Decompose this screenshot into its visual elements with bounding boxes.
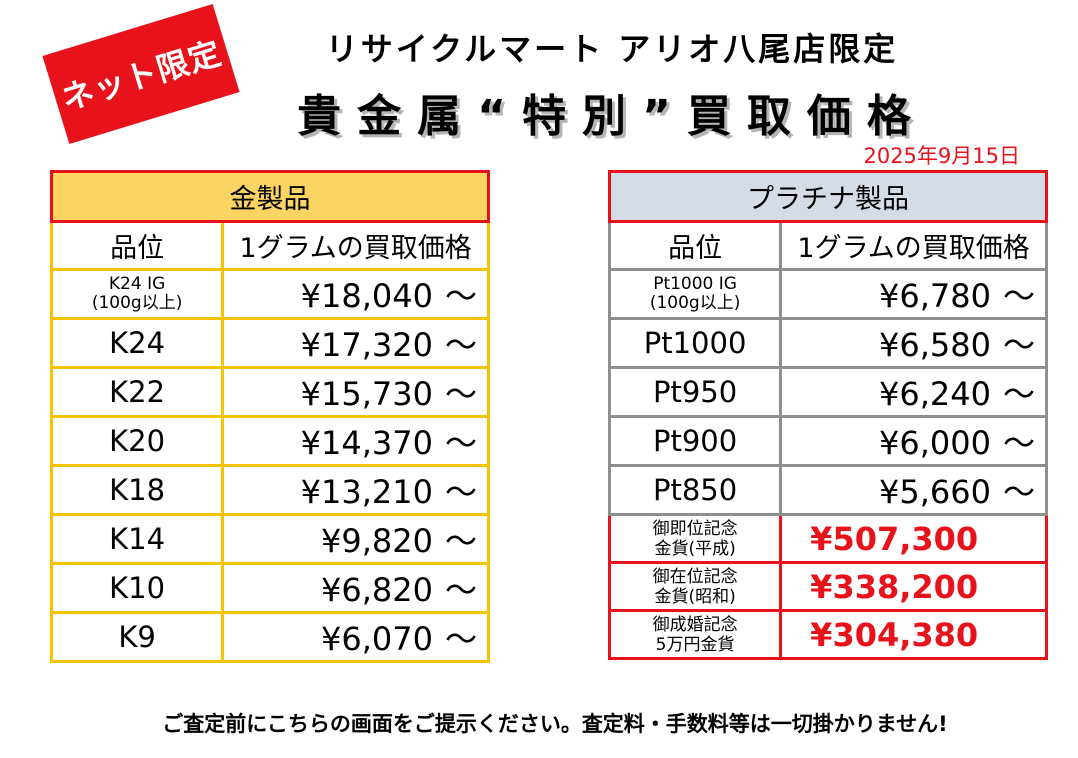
gold-price: ¥9,820 ～	[221, 513, 490, 565]
platinum-grade: Pt950	[607, 366, 783, 418]
gold-grade: K22	[49, 366, 225, 418]
gold-grade: K20	[49, 415, 225, 467]
tilde: ～	[444, 424, 477, 462]
price-date: 2025年9月15日	[863, 144, 1020, 168]
table-row: K22 ¥15,730 ～	[49, 366, 490, 418]
table-row: Pt950 ¥6,240 ～	[607, 366, 1048, 418]
tilde: ～	[1002, 424, 1035, 462]
tilde: ～	[1002, 277, 1035, 315]
table-row: K14 ¥9,820 ～	[49, 513, 490, 565]
grade-label: K24 IG	[108, 274, 166, 294]
tilde: ～	[1002, 375, 1035, 413]
table-row: Pt1000 ¥6,580 ～	[607, 317, 1048, 369]
table-row: K24 IG (100g以上) ¥18,040 ～	[49, 268, 490, 320]
platinum-col-grade: 品位	[607, 220, 783, 271]
grade-note: (100g以上)	[649, 293, 741, 313]
badge-text: ネット限定	[57, 33, 227, 119]
tilde: ～	[444, 473, 477, 511]
gold-price: ¥15,730 ～	[221, 366, 490, 418]
table-row: Pt900 ¥6,000 ～	[607, 415, 1048, 467]
table-row: Pt1000 IG (100g以上) ¥6,780 ～	[607, 268, 1048, 320]
tilde: ～	[444, 571, 477, 609]
gold-price: ¥6,820 ～	[221, 562, 490, 614]
gold-grade: K18	[49, 464, 225, 516]
table-row: 御即位記念 金貨(平成) ¥507,300	[607, 513, 1048, 564]
tilde: ～	[444, 326, 477, 364]
gold-grade: K24	[49, 317, 225, 369]
gold-price: ¥14,370 ～	[221, 415, 490, 467]
tilde: ～	[444, 277, 477, 315]
platinum-price: ¥6,000 ～	[779, 415, 1048, 467]
gold-price: ¥17,320 ～	[221, 317, 490, 369]
gold-price: ¥13,210 ～	[221, 464, 490, 516]
gold-price-table: 金製品 品位 1グラムの買取価格 K24 IG (100g以上) ¥18,040…	[49, 170, 490, 663]
table-row: K10 ¥6,820 ～	[49, 562, 490, 614]
gold-price: ¥6,070 ～	[221, 611, 490, 663]
grade-label: Pt1000 IG	[653, 274, 737, 294]
store-name: リサイクルマート アリオ八尾店限定	[325, 30, 899, 68]
gold-price: ¥18,040 ～	[221, 268, 490, 320]
platinum-price-table: プラチナ製品 品位 1グラムの買取価格 Pt1000 IG (100g以上) ¥…	[607, 170, 1048, 660]
tilde: ～	[444, 522, 477, 560]
grade-note: (100g以上)	[91, 293, 183, 313]
platinum-grade: Pt1000 IG (100g以上)	[607, 268, 783, 320]
table-row: K24 ¥17,320 ～	[49, 317, 490, 369]
coin-name: 御即位記念 金貨(平成)	[607, 513, 783, 564]
platinum-grade: Pt900	[607, 415, 783, 467]
net-limited-badge: ネット限定	[42, 3, 240, 145]
tilde: ～	[1002, 326, 1035, 364]
coin-price: ¥338,200	[779, 561, 1048, 612]
coin-name: 御成婚記念 5万円金貨	[607, 609, 783, 660]
platinum-price: ¥6,240 ～	[779, 366, 1048, 418]
tilde: ～	[1002, 473, 1035, 511]
gold-grade: K9	[49, 611, 225, 663]
platinum-grade: Pt850	[607, 464, 783, 516]
gold-col-price: 1グラムの買取価格	[221, 220, 490, 271]
table-row: 御在位記念 金貨(昭和) ¥338,200	[607, 561, 1048, 612]
table-row: K18 ¥13,210 ～	[49, 464, 490, 516]
coin-price: ¥507,300	[779, 513, 1048, 564]
gold-grade: K10	[49, 562, 225, 614]
footer-notice: ご査定前にこちらの画面をご提示ください。査定料・手数料等は一切掛かりません!	[162, 712, 948, 736]
tilde: ～	[444, 620, 477, 658]
platinum-price: ¥6,580 ～	[779, 317, 1048, 369]
coin-name: 御在位記念 金貨(昭和)	[607, 561, 783, 612]
platinum-price: ¥5,660 ～	[779, 464, 1048, 516]
gold-col-grade: 品位	[49, 220, 225, 271]
table-row: 御成婚記念 5万円金貨 ¥304,380	[607, 609, 1048, 660]
gold-grade: K24 IG (100g以上)	[49, 268, 225, 320]
gold-grade: K14	[49, 513, 225, 565]
table-row: Pt850 ¥5,660 ～	[607, 464, 1048, 516]
table-row: K9 ¥6,070 ～	[49, 611, 490, 663]
platinum-grade: Pt1000	[607, 317, 783, 369]
platinum-col-price: 1グラムの買取価格	[779, 220, 1048, 271]
coin-price: ¥304,380	[779, 609, 1048, 660]
table-row: K20 ¥14,370 ～	[49, 415, 490, 467]
platinum-price: ¥6,780 ～	[779, 268, 1048, 320]
page-title: 貴金属“特別”買取価格	[297, 91, 927, 142]
gold-table-title: 金製品	[50, 170, 490, 223]
platinum-table-title: プラチナ製品	[608, 170, 1048, 223]
tilde: ～	[444, 375, 477, 413]
